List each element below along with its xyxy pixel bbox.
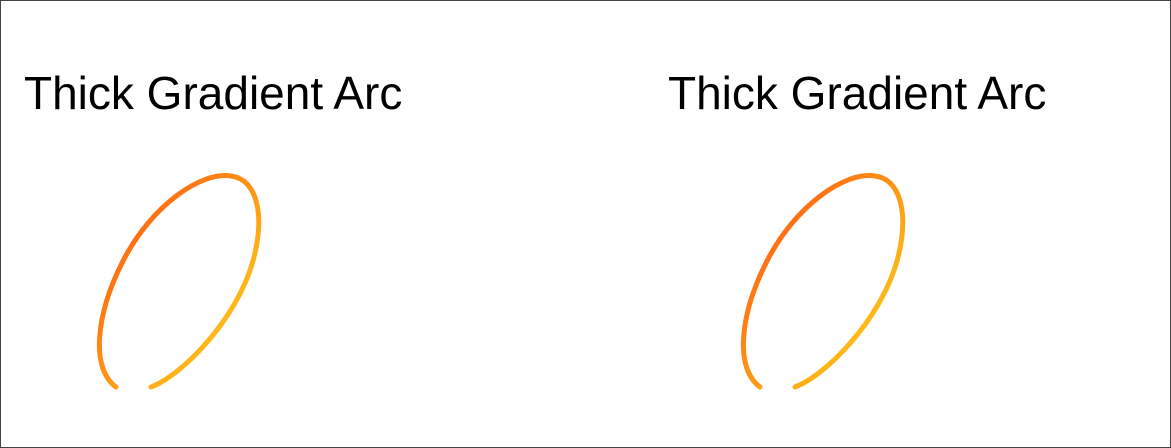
gradient-arc-right	[740, 173, 906, 390]
arc-stroke-right	[740, 173, 906, 390]
gradient-arc-left	[96, 173, 262, 390]
panel-title-left: Thick Gradient Arc	[24, 67, 403, 119]
panel-title-right: Thick Gradient Arc	[668, 67, 1047, 119]
right-panel: Thick Gradient Arc	[645, 1, 1171, 447]
arc-stroke-left	[96, 173, 262, 390]
left-panel: Thick Gradient Arc	[1, 1, 586, 447]
